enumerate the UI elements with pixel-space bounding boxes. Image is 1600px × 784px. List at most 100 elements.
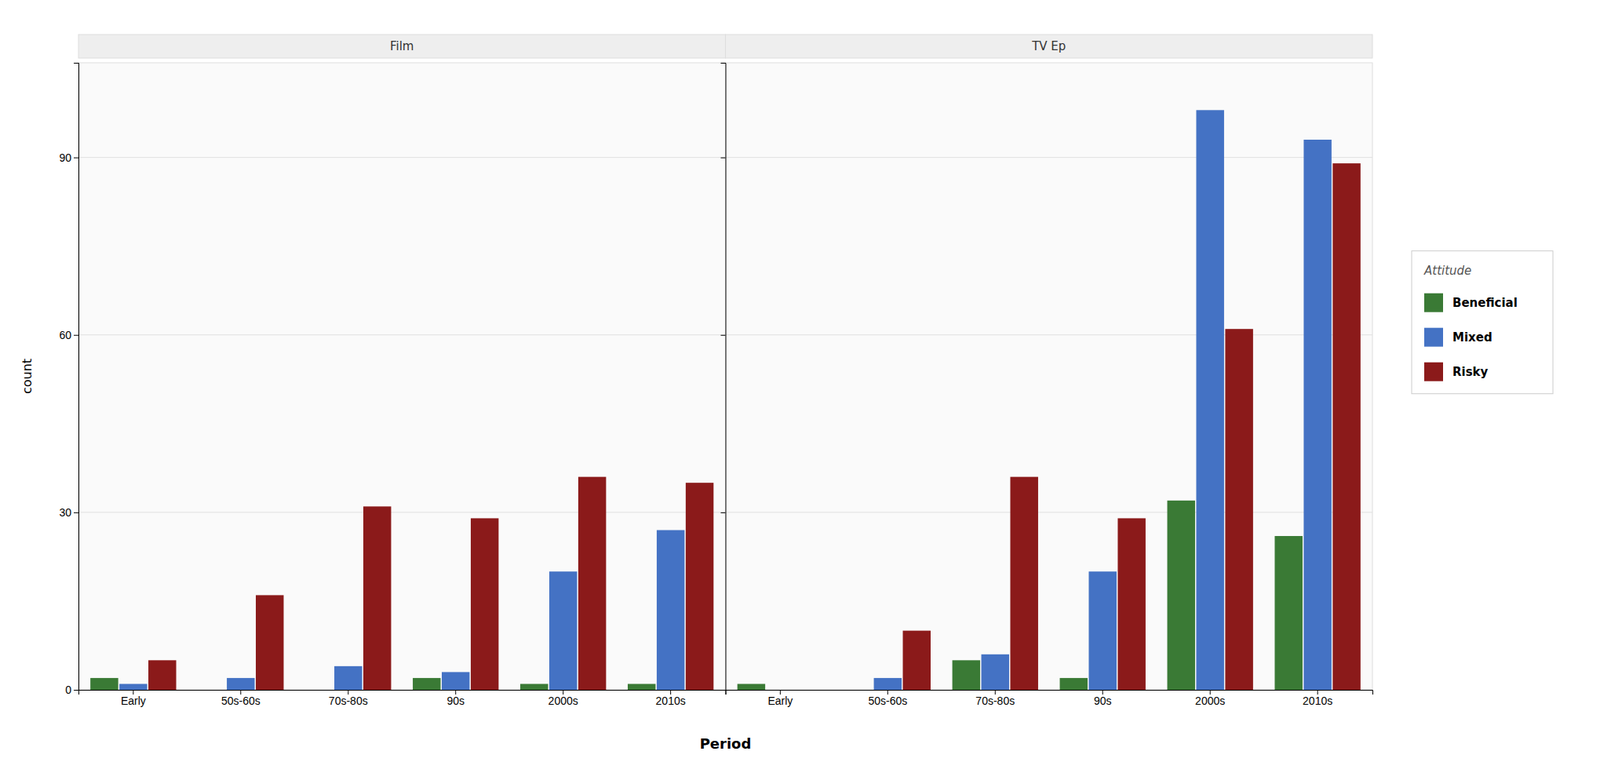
plot-area xyxy=(725,62,1374,690)
strip xyxy=(78,34,726,59)
tick-label: 0 xyxy=(65,683,72,697)
bar xyxy=(952,659,981,690)
y-axis xyxy=(721,63,727,691)
tick-label: 2000s xyxy=(548,694,579,708)
tick: 2000s xyxy=(1195,689,1225,708)
bar xyxy=(520,683,548,690)
axis-line xyxy=(725,690,1374,696)
bar-series xyxy=(148,477,714,690)
tick-label: 2010s xyxy=(1302,694,1333,708)
y-axis: 0 30 60 90 xyxy=(58,63,79,697)
tick xyxy=(721,689,726,691)
grid-line xyxy=(725,334,1374,336)
grid-line xyxy=(725,511,1374,513)
bar xyxy=(1117,517,1145,690)
bar xyxy=(334,666,362,690)
bar xyxy=(981,654,1010,690)
bar xyxy=(766,689,795,691)
tick: 60 xyxy=(58,328,79,342)
tick-mark xyxy=(721,157,726,159)
tick-label: 50s-60s xyxy=(221,694,261,708)
legend-label: Mixed xyxy=(1452,330,1493,345)
tick-label: 2010s xyxy=(656,694,686,708)
tick: 70s-80s xyxy=(975,689,1015,708)
tick-label: 60 xyxy=(58,328,72,342)
bar xyxy=(1060,677,1088,690)
tick: 2010s xyxy=(656,689,686,708)
bar xyxy=(441,671,470,690)
tick-label: 90s xyxy=(446,694,465,708)
tick-mark xyxy=(73,512,79,514)
legend: AttitudeBeneficialMixedRisky xyxy=(1411,251,1553,394)
bar xyxy=(305,689,333,691)
bar xyxy=(197,689,226,691)
bar xyxy=(1167,500,1196,690)
bar xyxy=(1009,477,1038,690)
tick-label: 90s xyxy=(1093,694,1112,708)
panel: Early50s-60s70s-80s90s2000s2010sTV Ep xyxy=(721,34,1374,708)
y-label: count xyxy=(19,358,35,394)
tick: 2000s xyxy=(548,689,579,708)
bar xyxy=(412,677,441,690)
legend-swatch xyxy=(1424,362,1444,382)
legend-item: Risky xyxy=(1424,362,1489,382)
bar xyxy=(737,683,766,690)
tick: Early xyxy=(120,689,146,708)
tick-label: 2000s xyxy=(1195,694,1225,708)
bar xyxy=(148,659,176,690)
tick-label: Early xyxy=(767,694,793,708)
tick-label: 70s-80s xyxy=(975,694,1015,708)
bar xyxy=(1274,535,1302,690)
chart: Early 50s-60s 70s-80s 90s 2000s 2010s 0 30 60 90 F… xyxy=(0,0,1600,784)
bars xyxy=(90,477,714,690)
tick xyxy=(721,512,726,514)
bar xyxy=(90,677,118,690)
tick-mark xyxy=(721,689,726,691)
grid xyxy=(78,157,726,690)
grid-line xyxy=(78,156,726,158)
bar xyxy=(226,677,255,690)
tick-label: 50s-60s xyxy=(867,694,908,708)
tick: 50s-60s xyxy=(221,689,261,708)
bar-series xyxy=(903,163,1361,690)
legend-item: Mixed xyxy=(1424,328,1493,347)
bar xyxy=(685,482,714,690)
bar-series xyxy=(874,109,1332,690)
legend-swatch xyxy=(1424,293,1444,313)
legend-swatch xyxy=(1424,328,1444,347)
tick: 50s-60s xyxy=(867,689,908,708)
axis-line xyxy=(721,63,727,691)
bar xyxy=(119,683,147,690)
bar xyxy=(795,689,824,691)
tick-mark xyxy=(73,335,79,336)
legend-label: Beneficial xyxy=(1452,295,1518,310)
bar xyxy=(903,630,931,690)
panel: Early 50s-60s 70s-80s 90s 2000s 2010s 0 30 60 90 F… xyxy=(58,34,726,708)
legend-label: Risky xyxy=(1452,364,1489,380)
tick: 90 xyxy=(58,151,79,165)
tick xyxy=(721,157,726,159)
tick xyxy=(721,335,726,336)
bar xyxy=(1195,109,1224,690)
tick-label: Early xyxy=(120,694,146,708)
bar xyxy=(1303,139,1331,690)
tick-mark xyxy=(721,512,726,514)
tick-mark xyxy=(73,689,79,691)
axis-line xyxy=(79,690,727,696)
bars xyxy=(737,109,1361,690)
bar xyxy=(549,571,577,690)
bar xyxy=(255,594,284,690)
plot-area xyxy=(78,62,726,690)
axis-line xyxy=(73,63,80,691)
tick-mark xyxy=(721,335,726,336)
panel-title: Film xyxy=(389,39,414,54)
grid-line xyxy=(78,334,726,336)
tick-label: 30 xyxy=(58,506,72,519)
bar xyxy=(1332,163,1360,690)
tick-label: 90 xyxy=(58,151,72,165)
x-axis: Early 50s-60s 70s-80s 90s 2000s 2010s xyxy=(79,689,727,708)
tick: 70s-80s xyxy=(328,689,369,708)
strip xyxy=(725,34,1374,59)
grid-line xyxy=(725,156,1374,158)
bar xyxy=(627,683,656,690)
